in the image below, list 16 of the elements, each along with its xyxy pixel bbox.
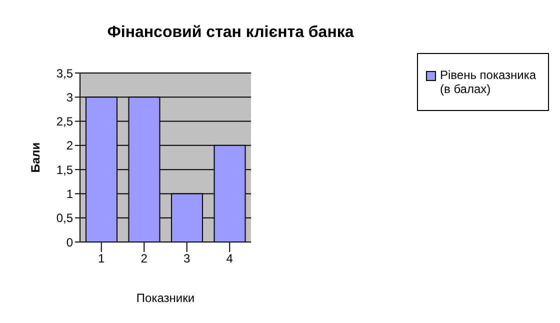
chart-title: Фінансовий стан клієнта банка xyxy=(106,24,355,42)
y-tick-label: 1 xyxy=(66,186,74,201)
y-tick-label: 0 xyxy=(66,235,74,250)
y-axis-title: Бали xyxy=(28,142,42,173)
x-tick-label: 1 xyxy=(98,252,106,266)
y-tick-label: 3,5 xyxy=(56,66,74,80)
y-tick-label: 3 xyxy=(66,90,74,104)
y-tick-label: 2,5 xyxy=(56,114,74,129)
legend-label: Рівень показника (в балах) xyxy=(440,68,538,96)
x-axis-title: Показники xyxy=(136,291,195,305)
x-tick-label: 4 xyxy=(226,252,234,266)
y-tick-label: 1,5 xyxy=(56,162,74,177)
y-tick-label: 2 xyxy=(66,138,74,153)
x-tick-label: 3 xyxy=(184,252,191,266)
x-tick-label: 2 xyxy=(140,252,148,266)
y-tick-label: 0,5 xyxy=(56,211,74,226)
